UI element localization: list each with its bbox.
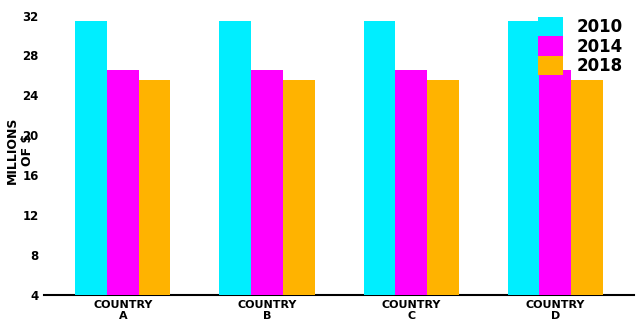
Bar — [540, 70, 571, 295]
Legend: 2010, 2014, 2018: 2010, 2014, 2018 — [535, 14, 626, 78]
Bar — [283, 80, 314, 295]
Bar — [251, 70, 283, 295]
Bar — [364, 21, 396, 295]
Bar — [427, 80, 459, 295]
Bar — [107, 70, 139, 295]
Y-axis label: MILLIONS
OF $: MILLIONS OF $ — [6, 117, 33, 184]
Bar — [571, 80, 603, 295]
Bar — [139, 80, 170, 295]
Bar — [508, 21, 540, 295]
Bar — [396, 70, 427, 295]
Bar — [220, 21, 251, 295]
Bar — [76, 21, 107, 295]
